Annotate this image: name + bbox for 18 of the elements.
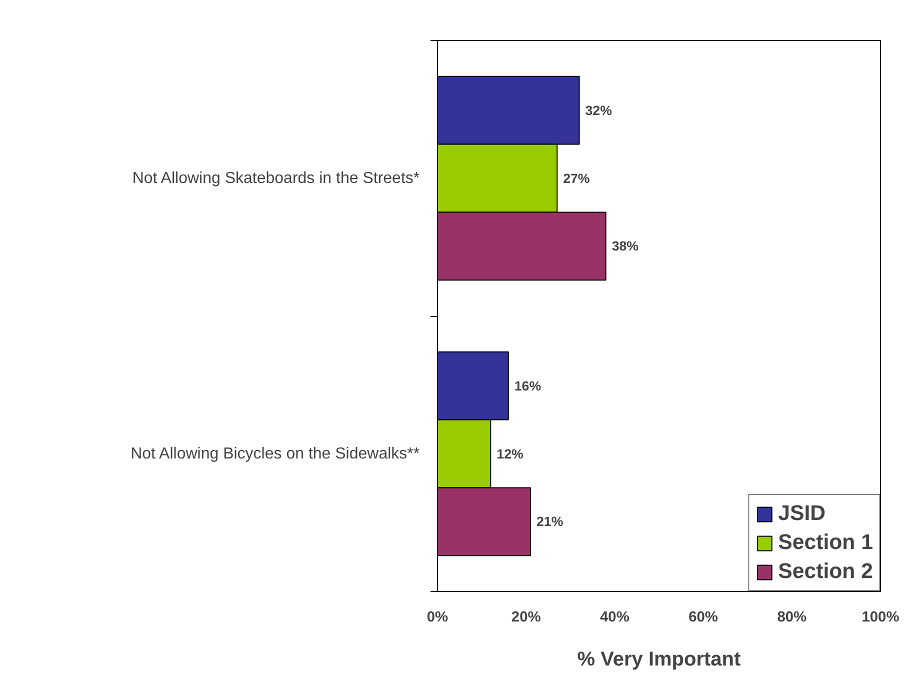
data-label: 21% [536, 514, 564, 530]
legend-label: Section 2 [778, 559, 873, 584]
x-tick-label: 0% [426, 610, 448, 626]
x-tick-label: 40% [600, 610, 630, 626]
data-label: 32% [585, 102, 612, 118]
legend-label: JSID [778, 501, 826, 526]
x-axis-title: % Very Important [577, 648, 742, 670]
data-label: 27% [563, 170, 590, 186]
y-tick-label: Not Allowing Bicycles on the Sidewalks** [130, 445, 420, 462]
data-label: 12% [496, 446, 524, 462]
x-tick-label: 100% [862, 610, 900, 626]
data-label: 38% [612, 238, 639, 254]
data-label: 16% [514, 378, 542, 394]
y-tick-label: Not Allowing Skateboards in the Streets* [132, 170, 420, 187]
legend-label: Section 1 [778, 530, 873, 555]
x-tick-label: 20% [511, 610, 541, 626]
x-tick-label: 60% [688, 610, 718, 626]
x-tick-label: 80% [777, 610, 807, 626]
